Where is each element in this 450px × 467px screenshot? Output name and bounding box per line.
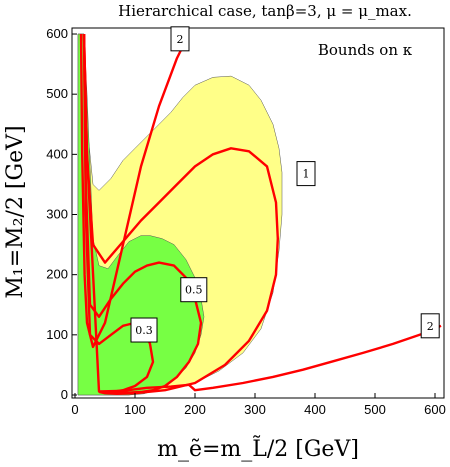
y-tick-label: 0 (61, 387, 68, 402)
contour-line-2-0 (79, 33, 185, 349)
x-tick-label: 100 (124, 402, 146, 417)
contour-line-1-2 (82, 33, 279, 395)
y-tick-label: 300 (46, 207, 68, 222)
svg-text:2: 2 (177, 33, 184, 46)
svg-text:0.5: 0.5 (185, 284, 203, 297)
y-axis-label: M₁=M₂/2 [GeV] (3, 125, 28, 298)
x-tick-label: 200 (184, 402, 206, 417)
x-tick-label: 0 (71, 402, 78, 417)
contour-label: 2 (420, 313, 440, 339)
x-tick-label: 500 (364, 402, 386, 417)
contour-label: 0.3 (130, 317, 158, 343)
y-tick-label: 600 (46, 26, 68, 41)
contour-label: 1 (296, 161, 316, 187)
svg-text:0.3: 0.3 (135, 324, 153, 337)
y-tick-label: 100 (46, 327, 68, 342)
contour-labels: 2 1 0.5 0.3 2 (130, 26, 440, 343)
x-axis-label: m_ẽ=m_L̃/2 [GeV] (157, 436, 359, 462)
x-tick-label: 300 (244, 402, 266, 417)
shaded-regions (77, 33, 283, 396)
y-tick-label: 400 (46, 146, 68, 161)
contour-label: 2 (170, 26, 190, 52)
svg-text:1: 1 (303, 168, 310, 181)
y-tick-label: 200 (46, 267, 68, 282)
x-tick-label: 600 (424, 402, 446, 417)
contour-label: 0.5 (180, 277, 208, 303)
svg-text:2: 2 (427, 320, 434, 333)
chart-title: Hierarchical case, tanβ=3, μ = μ_max. (118, 2, 412, 20)
y-tick-label: 500 (46, 86, 68, 101)
plot-frame (71, 27, 445, 399)
axis-ticks: 0 100 200 300 400 500 600 0 100 200 300 400 500 600 (46, 26, 446, 417)
x-tick-label: 400 (304, 402, 326, 417)
bounds-annotation: Bounds on κ (318, 41, 413, 59)
